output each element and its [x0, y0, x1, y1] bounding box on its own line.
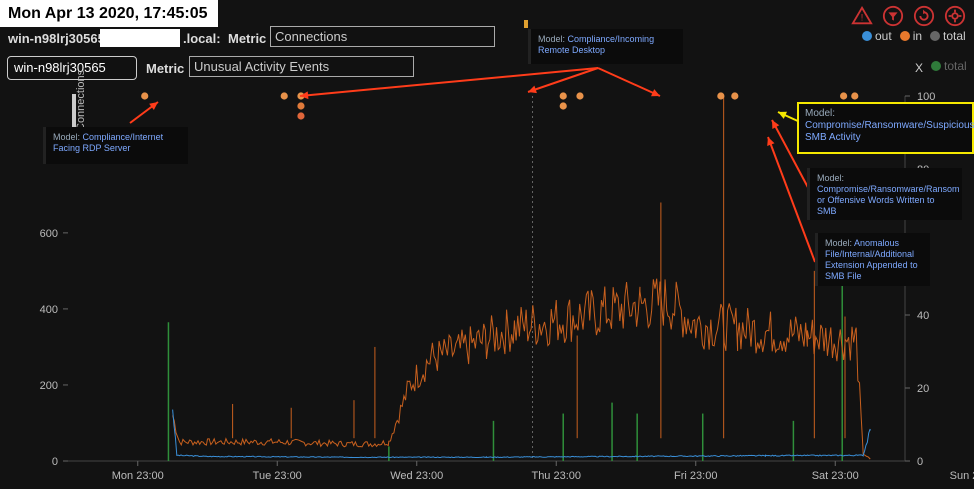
y-left-tick-label: 200: [40, 380, 58, 392]
model-prefix: Model:: [825, 238, 853, 248]
model-name: Anomalous File/Internal/Additional Exten…: [825, 238, 918, 281]
settings-icon[interactable]: [944, 5, 966, 27]
metric-select-connections[interactable]: Connections: [270, 26, 495, 47]
callout-arrow-head: [149, 102, 158, 110]
event-marker-dot: [851, 92, 859, 100]
hostname-suffix: .local:: [183, 31, 221, 46]
event-marker-dot: [559, 102, 567, 110]
model-prefix: Model:: [817, 173, 845, 183]
x-tick-label: Thu 23:00: [531, 470, 581, 482]
x-tick-label: Mon 23:00: [112, 470, 164, 482]
y-axis-label: Connections: [75, 69, 87, 131]
event-marker-dot: [576, 92, 584, 100]
model-name: Compromise/Ransomware/Ransom or Offensiv…: [817, 184, 960, 216]
model-tooltip-rdp-server: Model: Compliance/Internet Facing RDP Se…: [43, 127, 188, 164]
y-right-tick-label: 0: [917, 456, 923, 468]
legend-swatch: [899, 31, 910, 41]
toolbar: !: [851, 5, 966, 27]
model-name: Compliance/Internet Facing RDP Server: [53, 132, 164, 153]
event-marker-dot: [280, 92, 288, 100]
callout-arrow-head: [778, 111, 787, 119]
x-tick-label: Sat 23:00: [812, 470, 859, 482]
y-axis-bracket: [72, 94, 76, 128]
model-tooltip-extension-appended: Model: Anomalous File/Internal/Additiona…: [815, 233, 930, 286]
y-right-tick-label: 100: [917, 91, 935, 103]
model-prefix: Model:: [805, 108, 836, 119]
legend-label: total: [943, 29, 966, 43]
x-tick-label: Wed 23:00: [390, 470, 443, 482]
legend-item-secondary-total[interactable]: total: [931, 59, 967, 73]
svg-text:!: !: [861, 13, 864, 23]
device-search-input[interactable]: win-n98lrj30565: [7, 56, 137, 80]
legend-label: out: [875, 29, 892, 43]
legend-item-out[interactable]: out: [862, 29, 892, 43]
out-series-line: [172, 409, 871, 459]
legend-swatch: [931, 61, 941, 71]
timeline-marker: [524, 20, 528, 28]
y-left-tick-label: 600: [40, 228, 58, 240]
legend-label: in: [912, 29, 923, 43]
warning-icon[interactable]: !: [851, 5, 873, 27]
hostname-label: win-n98lrj30565: [8, 31, 105, 46]
model-prefix: Model:: [538, 34, 566, 44]
event-marker-dot: [297, 112, 305, 120]
refresh-icon[interactable]: [913, 5, 935, 27]
legend-item-total[interactable]: total: [930, 29, 966, 43]
timestamp: Mon Apr 13 2020, 17:45:05: [0, 0, 218, 27]
y-left-tick-label: 0: [52, 456, 58, 468]
metric-select-unusual-activity[interactable]: Unusual Activity Events: [189, 56, 414, 77]
event-marker-dot: [717, 92, 725, 100]
y-left-tick-label: 400: [40, 304, 58, 316]
callout-arrow-line: [597, 67, 661, 97]
legend-item-in[interactable]: in: [899, 29, 923, 43]
model-name: Compliance/Incoming Remote Desktop: [538, 34, 655, 55]
callout-arrow-head: [528, 85, 537, 94]
in-series-line: [172, 278, 871, 460]
x-tick-label: Tue 23:00: [253, 470, 302, 482]
callout-arrow-line: [527, 67, 599, 93]
y-right-tick-label: 40: [917, 310, 929, 322]
event-marker-dot: [731, 92, 739, 100]
callout-arrow-line: [767, 136, 816, 263]
model-tooltip-suspicious-smb: Model: Compromise/Ransomware/Suspicious …: [797, 102, 974, 154]
filter-icon[interactable]: [882, 5, 904, 27]
legend-swatch: [930, 31, 941, 41]
legend-label: total: [944, 59, 967, 73]
callout-arrow-head: [767, 137, 775, 146]
y-right-tick-label: 20: [917, 383, 929, 395]
close-icon[interactable]: X: [915, 61, 924, 75]
event-marker-dot: [297, 102, 305, 110]
x-tick-label: Fri 23:00: [674, 470, 717, 482]
x-tick-label: Sun 23:00: [950, 470, 974, 482]
event-marker-dot: [559, 92, 567, 100]
model-name: Compromise/Ransomware/Suspicious SMB Act…: [805, 120, 974, 143]
model-prefix: Model:: [53, 132, 81, 142]
metric-label: Metric: [146, 61, 185, 76]
callout-arrow-line: [771, 119, 813, 196]
legend-swatch: [862, 31, 872, 41]
callout-arrow-head: [651, 89, 660, 97]
legend: out in total: [862, 29, 966, 43]
model-tooltip-ransom-words: Model: Compromise/Ransomware/Ransom or O…: [807, 168, 962, 220]
callout-arrow-head: [300, 91, 309, 100]
callout-arrow-line: [299, 67, 599, 97]
event-marker-dot: [141, 92, 149, 100]
callout-arrow-head: [772, 120, 780, 129]
model-tooltip-incoming-rdp: Model: Compliance/Incoming Remote Deskto…: [528, 29, 683, 64]
event-marker-dot: [840, 92, 848, 100]
metric-label: Metric: [228, 31, 267, 46]
redaction-block: [100, 29, 180, 47]
